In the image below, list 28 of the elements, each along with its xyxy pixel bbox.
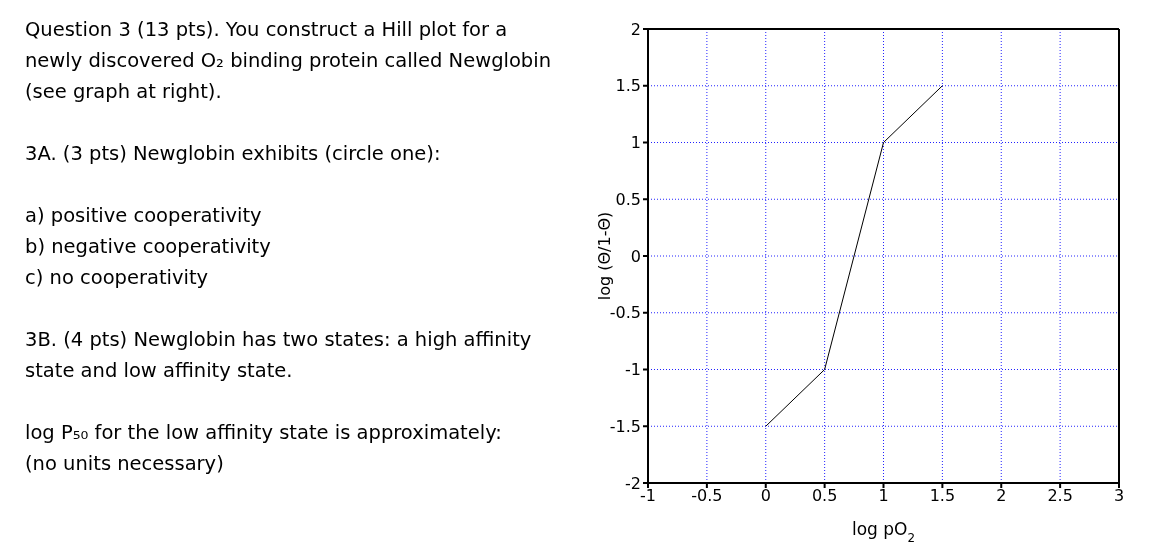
y-tick-label: 1.5 bbox=[615, 76, 641, 96]
x-tick-label: -0.5 bbox=[691, 486, 723, 506]
text: b) negative cooperativity bbox=[25, 234, 272, 260]
y-tick-label: 1 bbox=[630, 133, 641, 153]
x-tick-label: 2 bbox=[996, 486, 1007, 506]
text: Question 3 (13 pts). You construct a Hill plot for a newly discovered O₂ binding protein called Newglobin (see graph at right). bbox=[25, 17, 553, 105]
x-tick-label: 3 bbox=[1113, 486, 1125, 506]
line-series bbox=[765, 85, 943, 427]
text: log P₅₀ for the low affinity state is approximately: bbox=[25, 420, 503, 446]
text: 3B. (4 pts) Newglobin has two states: a high affinity state and low affinity state. bbox=[25, 327, 533, 384]
y-axis-title: log (Θ/1-Θ) bbox=[595, 211, 614, 301]
x-tick-label: 1 bbox=[878, 486, 889, 506]
text: 3A. (3 pts) Newglobin exhibits (circle one): bbox=[25, 141, 442, 167]
y-tick-label: -0.5 bbox=[609, 303, 641, 323]
y-tick-label: 2 bbox=[630, 19, 641, 39]
y-tick-label: 0 bbox=[630, 246, 641, 266]
x-axis-title: log pO$_{2}$ bbox=[851, 519, 916, 545]
x-tick-label: 2.5 bbox=[1047, 486, 1073, 506]
text: a) positive cooperativity bbox=[25, 203, 263, 229]
text: c) no cooperativity bbox=[25, 265, 210, 291]
y-tick-label: -2 bbox=[625, 473, 641, 493]
x-tick-label: 0.5 bbox=[811, 486, 838, 506]
x-tick-label: 0 bbox=[760, 486, 771, 506]
y-tick-label: 0.5 bbox=[615, 189, 641, 209]
y-tick-label: -1 bbox=[625, 360, 641, 380]
x-tick-label: 1.5 bbox=[929, 486, 956, 506]
y-tick-label: -1.5 bbox=[609, 416, 641, 436]
text: (no units necessary) bbox=[25, 451, 225, 477]
